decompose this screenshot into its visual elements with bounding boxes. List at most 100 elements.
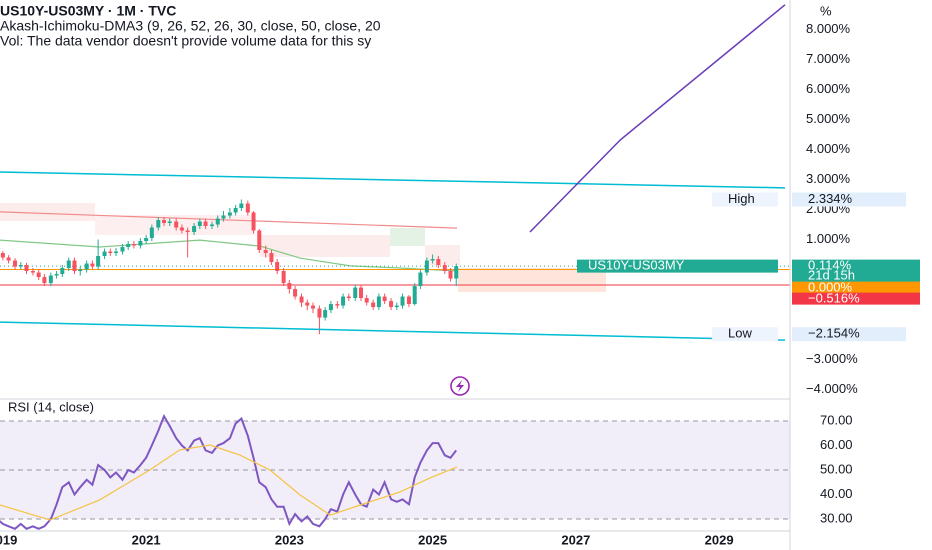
candle-body [60,268,65,275]
countdown: 21d 15h [808,268,855,283]
candle-body [406,296,411,305]
candle-body [120,247,125,252]
symbol-label: US10Y-US03MY [588,258,685,273]
axis-unit: % [820,3,832,18]
candle-body [24,265,29,272]
y-tick-label: 7.000% [806,51,851,66]
cloud [0,203,95,221]
candle-body [149,227,154,239]
candle-body [48,275,53,284]
candle-body [108,251,113,254]
candle-body [389,301,394,308]
candle-body [84,263,89,270]
marker-name-box [712,192,778,207]
candle-body [0,253,5,258]
candle-body [13,260,18,267]
y-tick-label: 1.000% [806,231,851,246]
candle-body [287,283,292,290]
candle-body [364,298,369,303]
candle-body [179,227,184,231]
x-tick-label: 2021 [132,532,161,547]
candle-body [293,289,298,297]
candle-body [210,224,215,227]
symbol-title: US10Y-US03MY · 1M · TVC [0,3,176,19]
rsi-title: RSI (14, close) [8,399,94,414]
candle-body [257,230,262,251]
candle-body [305,302,310,306]
symbol-box [577,259,778,273]
candle-body [197,221,202,227]
candle-body [394,305,399,308]
x-tick-label: 2019 [0,532,17,547]
candle-body [174,221,179,228]
cloud [425,245,460,265]
candle-body [221,215,226,219]
candle-body [376,296,381,308]
candle-body [436,259,441,266]
rsi-tick-label: 60.00 [820,437,853,452]
candle-body [346,296,351,299]
x-tick-label: 2029 [705,532,734,547]
candle-body [90,263,95,267]
candle-body [18,265,23,267]
candle-body [269,253,274,263]
candle-body [424,260,429,273]
volume-legend: Vol: The data vendor doesn't provide vol… [0,33,371,49]
trend-line [0,171,786,189]
candle-body [353,287,358,299]
trend-line [529,4,786,233]
candle-body [66,260,71,269]
y-tick-label: −3.000% [806,351,858,366]
candle-body [251,212,256,231]
candle-body [299,296,304,303]
candle-body [239,203,244,209]
y-tick-label: 8.000% [806,21,851,36]
price-label: −0.516% [808,291,860,306]
candle-body [126,244,131,248]
candle-body [335,304,340,306]
replay-icon[interactable] [450,376,470,396]
candle-body [138,241,143,246]
candle-body [30,271,35,273]
candle-body [448,271,453,279]
candle-body [317,308,322,318]
marker-value: −2.154% [808,326,860,341]
y-tick-label: 5.000% [806,111,851,126]
rsi-tick-label: 40.00 [820,486,853,501]
cloud [390,228,425,246]
candle-body [192,226,197,233]
candle-body [144,238,149,242]
candle-body [185,230,190,233]
marker-name: Low [728,326,752,341]
y-tick-label: 4.000% [806,141,851,156]
candle-body [102,251,107,257]
candle-body [442,265,447,272]
candle-body [54,274,59,276]
marker-name-box [712,327,778,342]
candle-body [275,262,280,272]
candle-body [36,272,41,278]
overlay: US10Y-US03MY · 1M · TVC Akash-Ichimoku-D… [0,3,920,547]
candle-body [341,296,346,306]
candle-body [400,296,405,306]
y-tick-label: −4.000% [806,381,858,396]
candle-body [78,269,83,272]
candle-body [263,250,268,254]
price-label: 0.000% [808,280,853,295]
rsi-ma [0,444,458,521]
rsi-tick-label: 50.00 [820,461,853,476]
indicator-legend: Akash-Ichimoku-DMA3 (9, 26, 52, 26, 30, … [0,18,381,34]
y-tick-label: 3.000% [806,171,851,186]
trend-line [0,321,786,341]
candle-body [358,287,363,299]
candle-body [114,251,119,254]
candle-body [156,220,161,228]
candle-body [167,221,172,224]
rsi-tick-label: 70.00 [820,412,853,427]
marker-value: 2.334% [808,191,853,206]
y-tick-label: 6.000% [806,81,851,96]
candle-body [233,208,238,213]
candle-body [371,302,376,308]
candle-body [323,310,328,318]
